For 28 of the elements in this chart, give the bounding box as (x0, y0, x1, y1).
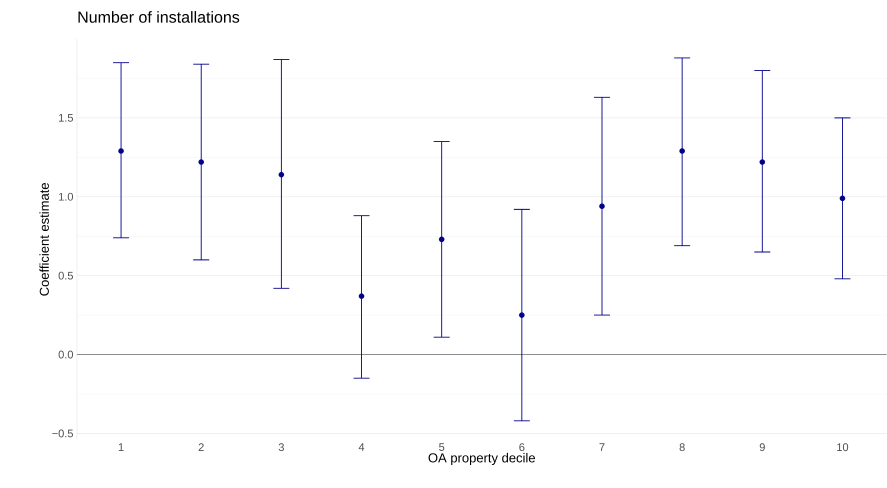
x-tick-label: 1 (118, 443, 124, 451)
point (599, 204, 605, 210)
point (438, 236, 444, 242)
x-tick-label: 6 (519, 443, 524, 452)
y-tick-label: 1.0 (59, 192, 74, 201)
x-axis-title: OA property decile (428, 453, 535, 466)
y-tick-label: 0.0 (58, 350, 74, 359)
point (760, 159, 766, 165)
y-tick-label: 0.5 (58, 272, 73, 280)
y-axis-title: Coefficient estimate (39, 183, 49, 296)
x-tick-label: 8 (680, 443, 685, 452)
point (358, 294, 364, 300)
x-tick-label: 5 (439, 443, 444, 452)
point (679, 148, 685, 154)
x-tick-label: 9 (760, 443, 765, 452)
point (278, 172, 284, 178)
x-tick-label: 7 (599, 443, 604, 451)
x-tick-label: 2 (198, 443, 204, 452)
x-tick-label: 10 (837, 443, 848, 452)
point (840, 196, 846, 202)
x-tick-label: 3 (278, 443, 284, 452)
point (519, 312, 525, 318)
y-tick-label: −0.5 (52, 430, 73, 438)
point (118, 148, 124, 154)
chart-title: Number of installations (78, 11, 240, 23)
x-tick-label: 4 (358, 443, 364, 451)
point (198, 159, 204, 165)
y-tick-label: 1.5 (59, 114, 73, 122)
